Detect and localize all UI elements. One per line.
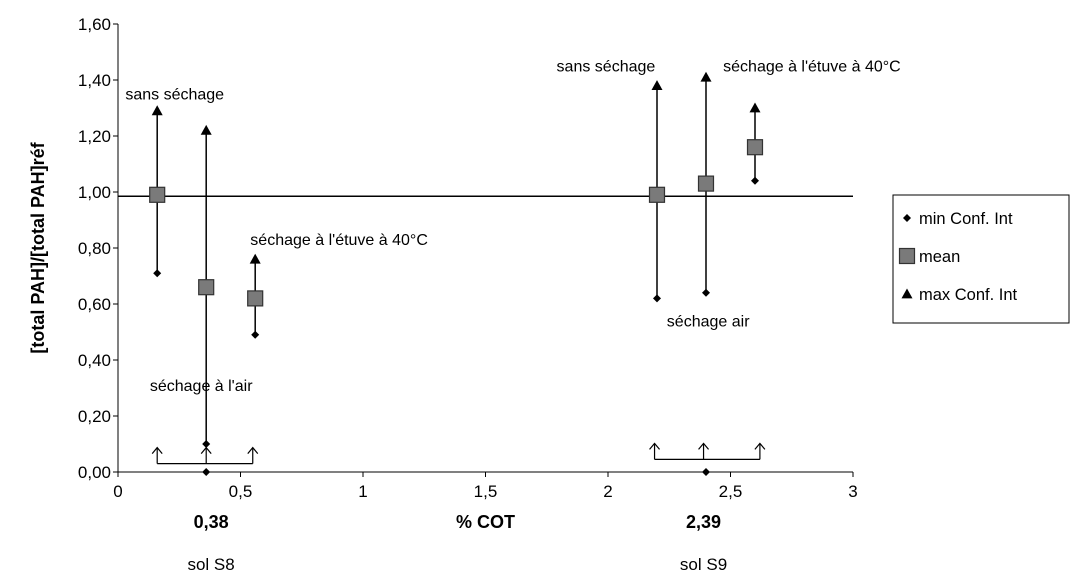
x-tick-label: 2,5 (719, 482, 743, 501)
legend-square-icon (898, 247, 916, 265)
legend-label: mean (919, 248, 960, 266)
legend-label: max Conf. Int (919, 286, 1018, 304)
annotation-label: sans séchage (557, 59, 656, 76)
soil-name: sol S8 (187, 555, 234, 574)
arrow-head (698, 442, 710, 450)
annotation-label: séchage à l'air (150, 378, 253, 395)
legend-triangle-icon (901, 288, 913, 299)
legend-box (892, 194, 1070, 324)
y-axis-title: [total PAH]/[total PAH]réf (28, 141, 48, 353)
arrow-head (649, 442, 661, 450)
max-point (749, 102, 761, 113)
mean-point (746, 139, 764, 156)
y-tick-label: 1,20 (78, 127, 111, 146)
x-tick-label: 1,5 (474, 482, 498, 501)
max-point (151, 105, 163, 116)
min-point (702, 288, 710, 297)
min-point (751, 176, 759, 185)
min-point (653, 294, 661, 303)
chart-axes: 0,00 0,20 0,40 0,60 0,80 1,00 1,20 1,40 1,60 0 0,5… (28, 15, 858, 532)
soil-value: 2,39 (686, 512, 721, 532)
max-point (651, 80, 663, 90)
x-tick-label: 3 (848, 482, 857, 501)
max-point (249, 253, 261, 264)
y-tick-label: 1,60 (78, 15, 111, 34)
arrow-head (151, 446, 163, 454)
mean-point (198, 279, 215, 296)
x-tick-label: 0,5 (229, 482, 253, 501)
y-tick-label: 1,00 (78, 183, 111, 202)
arrow-head (754, 442, 766, 450)
max-point (700, 71, 712, 82)
annotation-label: sans séchage (125, 87, 224, 104)
y-tick-label: 0,60 (78, 295, 111, 314)
min-point (251, 330, 260, 339)
min-point (202, 468, 211, 476)
arrow-groups (151, 442, 766, 465)
annotations: sans séchage séchage à l'étuve à 40°C séch… (125, 59, 900, 395)
soil-name: sol S9 (680, 555, 727, 574)
mean-point (149, 186, 166, 203)
annotation-label: séchage à l'étuve à 40°C (723, 59, 901, 76)
y-tick-label: 0,80 (78, 239, 111, 258)
y-tick-label: 0,00 (78, 463, 111, 482)
legend: min Conf. Int mean max Conf. Int (892, 194, 1070, 324)
max-point (200, 124, 212, 135)
arrow-head (200, 446, 212, 454)
arrow-head (247, 446, 259, 454)
annotation-label: séchage air (667, 313, 750, 330)
x-axis-title: % COT (456, 512, 515, 532)
mean-point (697, 175, 715, 192)
min-point (202, 440, 211, 448)
soil-labels: 0,38 sol S8 2,39 sol S9 (187, 512, 727, 574)
min-point (702, 468, 710, 476)
mean-point (247, 290, 264, 307)
error-bars (149, 71, 764, 476)
legend-diamond-icon (903, 214, 911, 222)
x-tick-label: 0 (113, 482, 122, 501)
y-tick-label: 1,40 (78, 71, 111, 90)
y-tick-label: 0,20 (78, 407, 111, 426)
x-tick-label: 2 (603, 482, 612, 501)
legend-label: min Conf. Int (919, 210, 1013, 228)
x-tick-label: 1 (358, 482, 367, 501)
annotation-label: séchage à l'étuve à 40°C (250, 232, 428, 249)
min-point (153, 269, 162, 278)
mean-point (648, 186, 666, 203)
soil-value: 0,38 (194, 512, 229, 532)
y-tick-label: 0,40 (78, 351, 111, 370)
